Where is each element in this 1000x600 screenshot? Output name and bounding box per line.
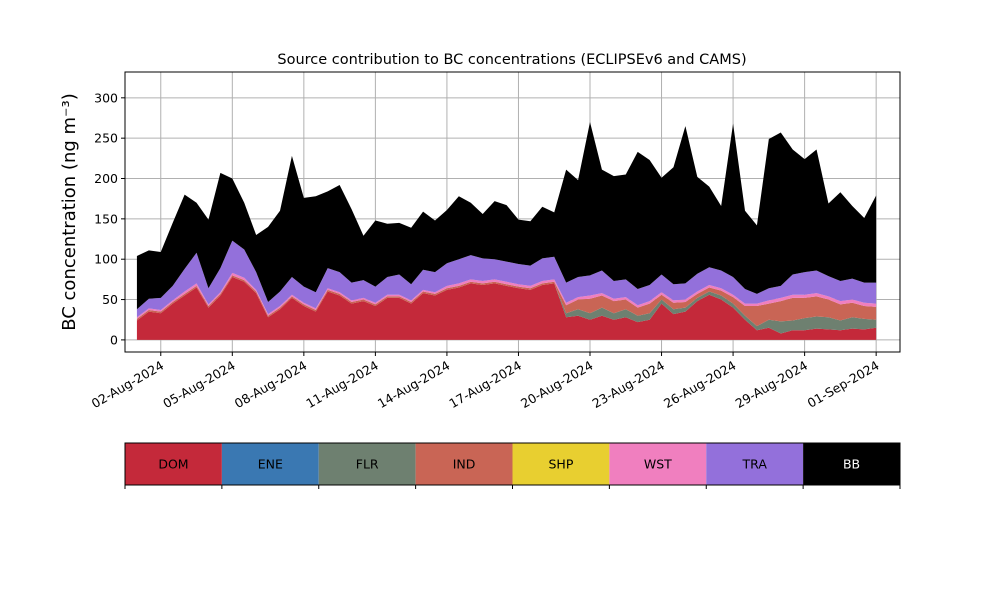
legend-label: FLR (356, 457, 379, 472)
x-tick-label: 01-Sep-2024 (805, 358, 882, 411)
legend-swatch-bb (803, 443, 900, 485)
legend-label: ENE (258, 457, 283, 472)
x-tick-label: 08-Aug-2024 (232, 358, 310, 411)
legend-swatch-ind (415, 443, 513, 485)
area-ind (136, 275, 877, 327)
legend-swatch-flr (318, 443, 416, 485)
legend-label: IND (453, 457, 476, 472)
x-tick-label: 23-Aug-2024 (589, 358, 667, 411)
area-flr (136, 276, 877, 334)
y-tick-label: 250 (94, 131, 118, 146)
legend-swatch-shp (512, 443, 610, 485)
legend-swatch-wst (609, 443, 707, 485)
x-tick-label: 14-Aug-2024 (375, 358, 453, 411)
area-bb (136, 122, 877, 310)
area-wst (136, 272, 877, 319)
x-tick-label: 05-Aug-2024 (160, 358, 238, 411)
legend-label: DOM (158, 457, 188, 472)
x-tick-label: 26-Aug-2024 (661, 358, 739, 411)
legend-swatch-dom (125, 443, 222, 485)
plot-frame (124, 71, 901, 353)
y-tick-label: 100 (94, 252, 118, 267)
legend-label: TRA (742, 457, 768, 472)
y-tick-label: 50 (102, 292, 118, 307)
y-tick-label: 0 (110, 332, 118, 347)
x-axis: 02-Aug-202405-Aug-202408-Aug-202411-Aug-… (89, 352, 882, 411)
plot-areas (136, 122, 877, 340)
legend-swatch-ene (221, 443, 319, 485)
y-tick-label: 200 (94, 171, 118, 186)
source-colorbar: DOM ENE FLR IND SHP WST TRA BB (124, 442, 901, 489)
area-tra (136, 240, 877, 318)
area-dom (136, 276, 877, 340)
x-tick-label: 02-Aug-2024 (89, 358, 167, 411)
chart-title: Source contribution to BC concentrations… (277, 52, 746, 68)
x-tick-label: 11-Aug-2024 (303, 358, 381, 411)
y-tick-label: 300 (94, 90, 118, 105)
x-tick-label: 17-Aug-2024 (446, 358, 524, 411)
y-tick-label: 150 (94, 211, 118, 226)
legend-label: SHP (549, 457, 574, 472)
x-tick-label: 20-Aug-2024 (518, 358, 596, 411)
x-tick-label: 29-Aug-2024 (733, 358, 811, 411)
y-axis-label: BC concentration (ng m⁻³) (59, 93, 80, 331)
legend-swatch-tra (706, 443, 804, 485)
y-axis: 0 50 100 150 200 250 300 (94, 90, 125, 347)
legend-label: WST (644, 457, 672, 472)
legend-label: BB (843, 457, 860, 472)
